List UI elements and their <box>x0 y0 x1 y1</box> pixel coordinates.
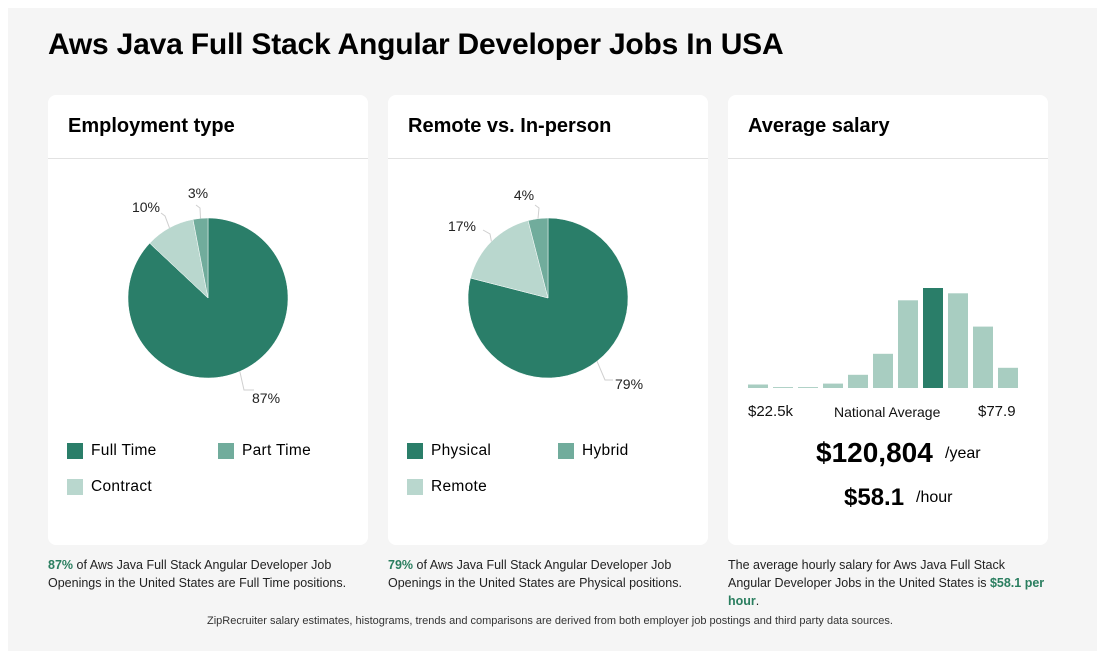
pie-leader-line <box>195 204 201 219</box>
legend-contract: Contract <box>67 478 152 496</box>
employment-caption-percent: 87% <box>48 558 74 572</box>
salary-caption-text: The average hourly salary for Aws Java F… <box>728 558 1005 590</box>
salary-min-label: $22.5k <box>748 403 794 420</box>
employment-type-card: Employment type 87% 10% 3% Full Time Part … <box>48 95 368 545</box>
remote-caption: 79% of Aws Java Full Stack Angular Devel… <box>388 556 708 592</box>
hourly-salary: $58.1 <box>844 484 905 511</box>
employment-caption-text: of Aws Java Full Stack Angular Developer… <box>48 558 347 590</box>
pie-slice-hybrid <box>527 217 549 299</box>
yearly-salary: $120,804 <box>816 437 933 468</box>
hourly-unit: /hour <box>916 489 953 506</box>
salary-max-label: $77.9 <box>978 403 1016 420</box>
remote-pie-chart: 79% 17% 4% <box>448 187 643 392</box>
pie-value-label: 87% <box>252 390 280 406</box>
page-title: Aws Java Full Stack Angular Developer Jo… <box>48 28 784 61</box>
pie-leader-line <box>160 212 170 229</box>
histogram-bar <box>948 293 968 388</box>
legend-label: Part Time <box>242 442 312 459</box>
pie-leader-line <box>239 371 254 391</box>
histogram-bar <box>798 387 818 388</box>
pie-value-label: 79% <box>615 376 643 392</box>
remote-title: Remote vs. In-person <box>388 95 708 159</box>
yearly-unit: /year <box>945 445 981 462</box>
histogram-bar <box>998 367 1018 388</box>
salary-caption-highlight: $58.1 per hour <box>728 576 1045 608</box>
legend-label: Contract <box>91 478 152 495</box>
histogram-bar <box>973 326 993 388</box>
legend-swatch-mid <box>218 443 234 459</box>
pie-value-label: 10% <box>132 199 160 215</box>
pie-slice-remote <box>470 220 549 299</box>
legend-full-time: Full Time <box>67 442 157 460</box>
average-salary-card: Average salary $22.5k National Average $… <box>728 95 1048 545</box>
salary-caption: The average hourly salary for Aws Java F… <box>728 556 1048 610</box>
legend-label: Full Time <box>91 442 157 459</box>
pie-value-label: 3% <box>188 185 208 201</box>
pie-leader-line <box>482 229 492 242</box>
remote-caption-text: of Aws Java Full Stack Angular Developer… <box>388 558 682 590</box>
remote-caption-percent: 79% <box>388 558 414 572</box>
legend-swatch-light <box>407 479 423 495</box>
pie-leader-line <box>534 204 540 219</box>
legend-swatch-dark <box>67 443 83 459</box>
histogram-bar <box>748 384 768 388</box>
legend-label: Hybrid <box>582 442 629 459</box>
salary-caption-end: . <box>755 594 760 608</box>
legend-swatch-mid <box>558 443 574 459</box>
salary-histogram <box>748 288 1018 388</box>
remote-card: Remote vs. In-person 79% 17% 4% Physical H… <box>388 95 708 545</box>
histogram-bar-highlight <box>923 288 943 388</box>
legend-swatch-dark <box>407 443 423 459</box>
employment-pie-chart: 87% 10% 3% <box>127 185 289 406</box>
employment-caption: 87% of Aws Java Full Stack Angular Devel… <box>48 556 368 592</box>
legend-physical: Physical <box>407 442 491 460</box>
pie-value-label: 4% <box>514 187 534 203</box>
pie-leader-line <box>596 361 613 381</box>
histogram-bar <box>823 383 843 388</box>
average-salary-title: Average salary <box>728 95 1048 159</box>
pie-value-label: 17% <box>448 218 476 234</box>
legend-label: Physical <box>431 442 492 459</box>
legend-part-time: Part Time <box>218 442 311 460</box>
footer-disclaimer: ZipRecruiter salary estimates, histogram… <box>207 615 893 627</box>
histogram-bar <box>898 300 918 388</box>
legend-swatch-light <box>67 479 83 495</box>
legend-hybrid: Hybrid <box>558 442 629 460</box>
legend-remote: Remote <box>407 478 487 496</box>
histogram-bar <box>773 387 793 388</box>
national-average-label: National Average <box>834 404 941 420</box>
histogram-bar <box>848 374 868 388</box>
legend-label: Remote <box>431 478 488 495</box>
employment-type-title: Employment type <box>48 95 368 159</box>
histogram-bar <box>873 353 893 388</box>
